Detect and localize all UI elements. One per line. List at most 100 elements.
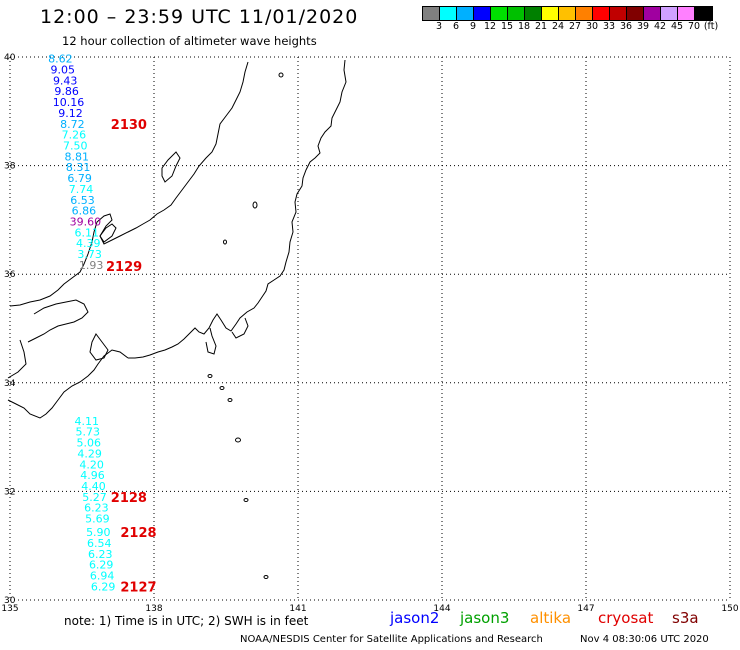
- legend-swatch: [559, 7, 576, 20]
- legend-swatch: [542, 7, 559, 20]
- wave-height-value: 5.90: [86, 526, 111, 539]
- kii-peninsula: [7, 349, 129, 419]
- sado-island: [161, 151, 181, 183]
- pass-time-label: 2130: [111, 118, 147, 133]
- legend-swatch: [423, 7, 440, 20]
- honshu-coastline: [128, 59, 347, 359]
- legend-label: 36: [619, 21, 633, 32]
- legend-label: 12: [483, 21, 497, 32]
- legend-label: 6: [452, 21, 460, 32]
- satellite-cryosat: cryosat: [598, 609, 654, 627]
- wave-height-value: 6.29: [89, 559, 114, 572]
- japan-sea-coastline: [9, 61, 249, 307]
- osaka-bay: [89, 333, 109, 361]
- legend-label: 70: [687, 21, 701, 32]
- coastline: [7, 59, 347, 579]
- color-scale-legend: [422, 6, 713, 21]
- wave-height-value: 5.27: [82, 491, 107, 504]
- izu-peninsula: [205, 327, 217, 355]
- wave-height-value: 6.54: [87, 537, 112, 550]
- legend-label: 3: [435, 21, 443, 32]
- noto-peninsula: [99, 223, 117, 243]
- wave-height-value: 7.74: [69, 183, 94, 196]
- legend-label: (ft): [703, 21, 719, 32]
- wave-height-value: 9.12: [58, 107, 83, 120]
- wave-height-value: 5.69: [85, 513, 110, 526]
- wave-height-value: 5.06: [76, 437, 101, 450]
- longitude-tick: 147: [577, 604, 594, 614]
- latitude-tick: 32: [4, 487, 15, 497]
- satellite-s3a: s3a: [672, 609, 699, 627]
- pass-time-label: 2128: [111, 491, 147, 506]
- pass-time-label: 2129: [106, 260, 142, 275]
- wave-height-value: 6.23: [88, 548, 113, 561]
- legend-label: 45: [670, 21, 684, 32]
- wave-height-value: 4.96: [80, 469, 105, 482]
- wave-height-value: 9.05: [51, 63, 76, 76]
- longitude-tick: 150: [721, 604, 738, 614]
- latitude-tick: 34: [4, 379, 16, 389]
- wave-height-value: 8.72: [60, 118, 85, 131]
- legend-label: 42: [653, 21, 667, 32]
- longitude-tick: 138: [145, 604, 162, 614]
- grid-lines: [9, 56, 731, 601]
- legend-label: 39: [636, 21, 650, 32]
- legend-label: 9: [469, 21, 477, 32]
- wave-height-value: 39.60: [70, 216, 102, 229]
- legend-label: 33: [602, 21, 616, 32]
- wave-height-value: 6.11: [75, 226, 100, 239]
- legend-swatch: [457, 7, 474, 20]
- wave-height-value: 1.93: [79, 259, 104, 272]
- generation-timestamp: Nov 4 08:30:06 UTC 2020: [580, 634, 709, 645]
- map-subtitle: 12 hour collection of altimeter wave hei…: [62, 34, 317, 48]
- latitude-tick: 40: [4, 53, 16, 63]
- longitude-tick: 144: [433, 604, 450, 614]
- units-note: note: 1) Time is in UTC; 2) SWH is in fe…: [64, 614, 309, 628]
- wave-height-value: 6.79: [67, 172, 92, 185]
- legend-swatch: [661, 7, 678, 20]
- wave-height-value: 5.73: [76, 426, 101, 439]
- shikoku-coast: [27, 299, 89, 343]
- legend-swatch: [508, 7, 525, 20]
- island-izu-4: [235, 437, 241, 443]
- island-izu-5: [243, 498, 249, 502]
- legend-swatch: [695, 7, 712, 20]
- map-title: 12:00 – 23:59 UTC 11/01/2020: [40, 6, 359, 28]
- legend-label: 27: [568, 21, 582, 32]
- island-oki: [278, 72, 284, 78]
- wave-height-value: 6.86: [72, 205, 97, 218]
- legend-label: 15: [500, 21, 514, 32]
- legend-swatch: [474, 7, 491, 20]
- pass-time-label: 2128: [120, 526, 156, 541]
- wave-height-value: 8.31: [66, 161, 91, 174]
- legend-label: 30: [585, 21, 599, 32]
- wave-height-value: 4.11: [75, 415, 100, 428]
- boso-coast: [231, 317, 249, 339]
- legend-swatch: [627, 7, 644, 20]
- island-izu-2: [219, 386, 225, 390]
- legend-swatch: [440, 7, 457, 20]
- island-izu-1: [207, 374, 213, 378]
- wave-height-value: 7.50: [63, 140, 88, 153]
- legend-swatch: [525, 7, 542, 20]
- legend-swatch: [491, 7, 508, 20]
- wave-height-value: 4.29: [77, 447, 102, 460]
- wave-height-value: 4.20: [79, 458, 104, 471]
- wave-height-value: 6.29: [91, 580, 116, 593]
- island-lake: [223, 239, 227, 245]
- wave-height-value: 4.39: [76, 237, 101, 250]
- island-sado-small: [252, 201, 258, 209]
- wave-height-value: 6.94: [90, 570, 115, 583]
- altimeter-observations: 8.629.059.439.8610.169.128.727.267.508.8…: [48, 53, 115, 594]
- wave-height-value: 4.40: [81, 480, 106, 493]
- wave-height-value: 8.62: [48, 53, 73, 66]
- wave-height-value: 8.81: [64, 150, 89, 163]
- legend-swatch: [610, 7, 627, 20]
- legend-label: 21: [534, 21, 548, 32]
- axis-tick-labels: 135 138 141 144 147 150 40 38 36 34 32 30: [1, 53, 738, 614]
- legend-swatch: [678, 7, 695, 20]
- wave-height-value: 10.16: [53, 96, 85, 109]
- wave-height-value: 7.26: [62, 129, 87, 142]
- satellite-jason3: jason3: [460, 609, 510, 627]
